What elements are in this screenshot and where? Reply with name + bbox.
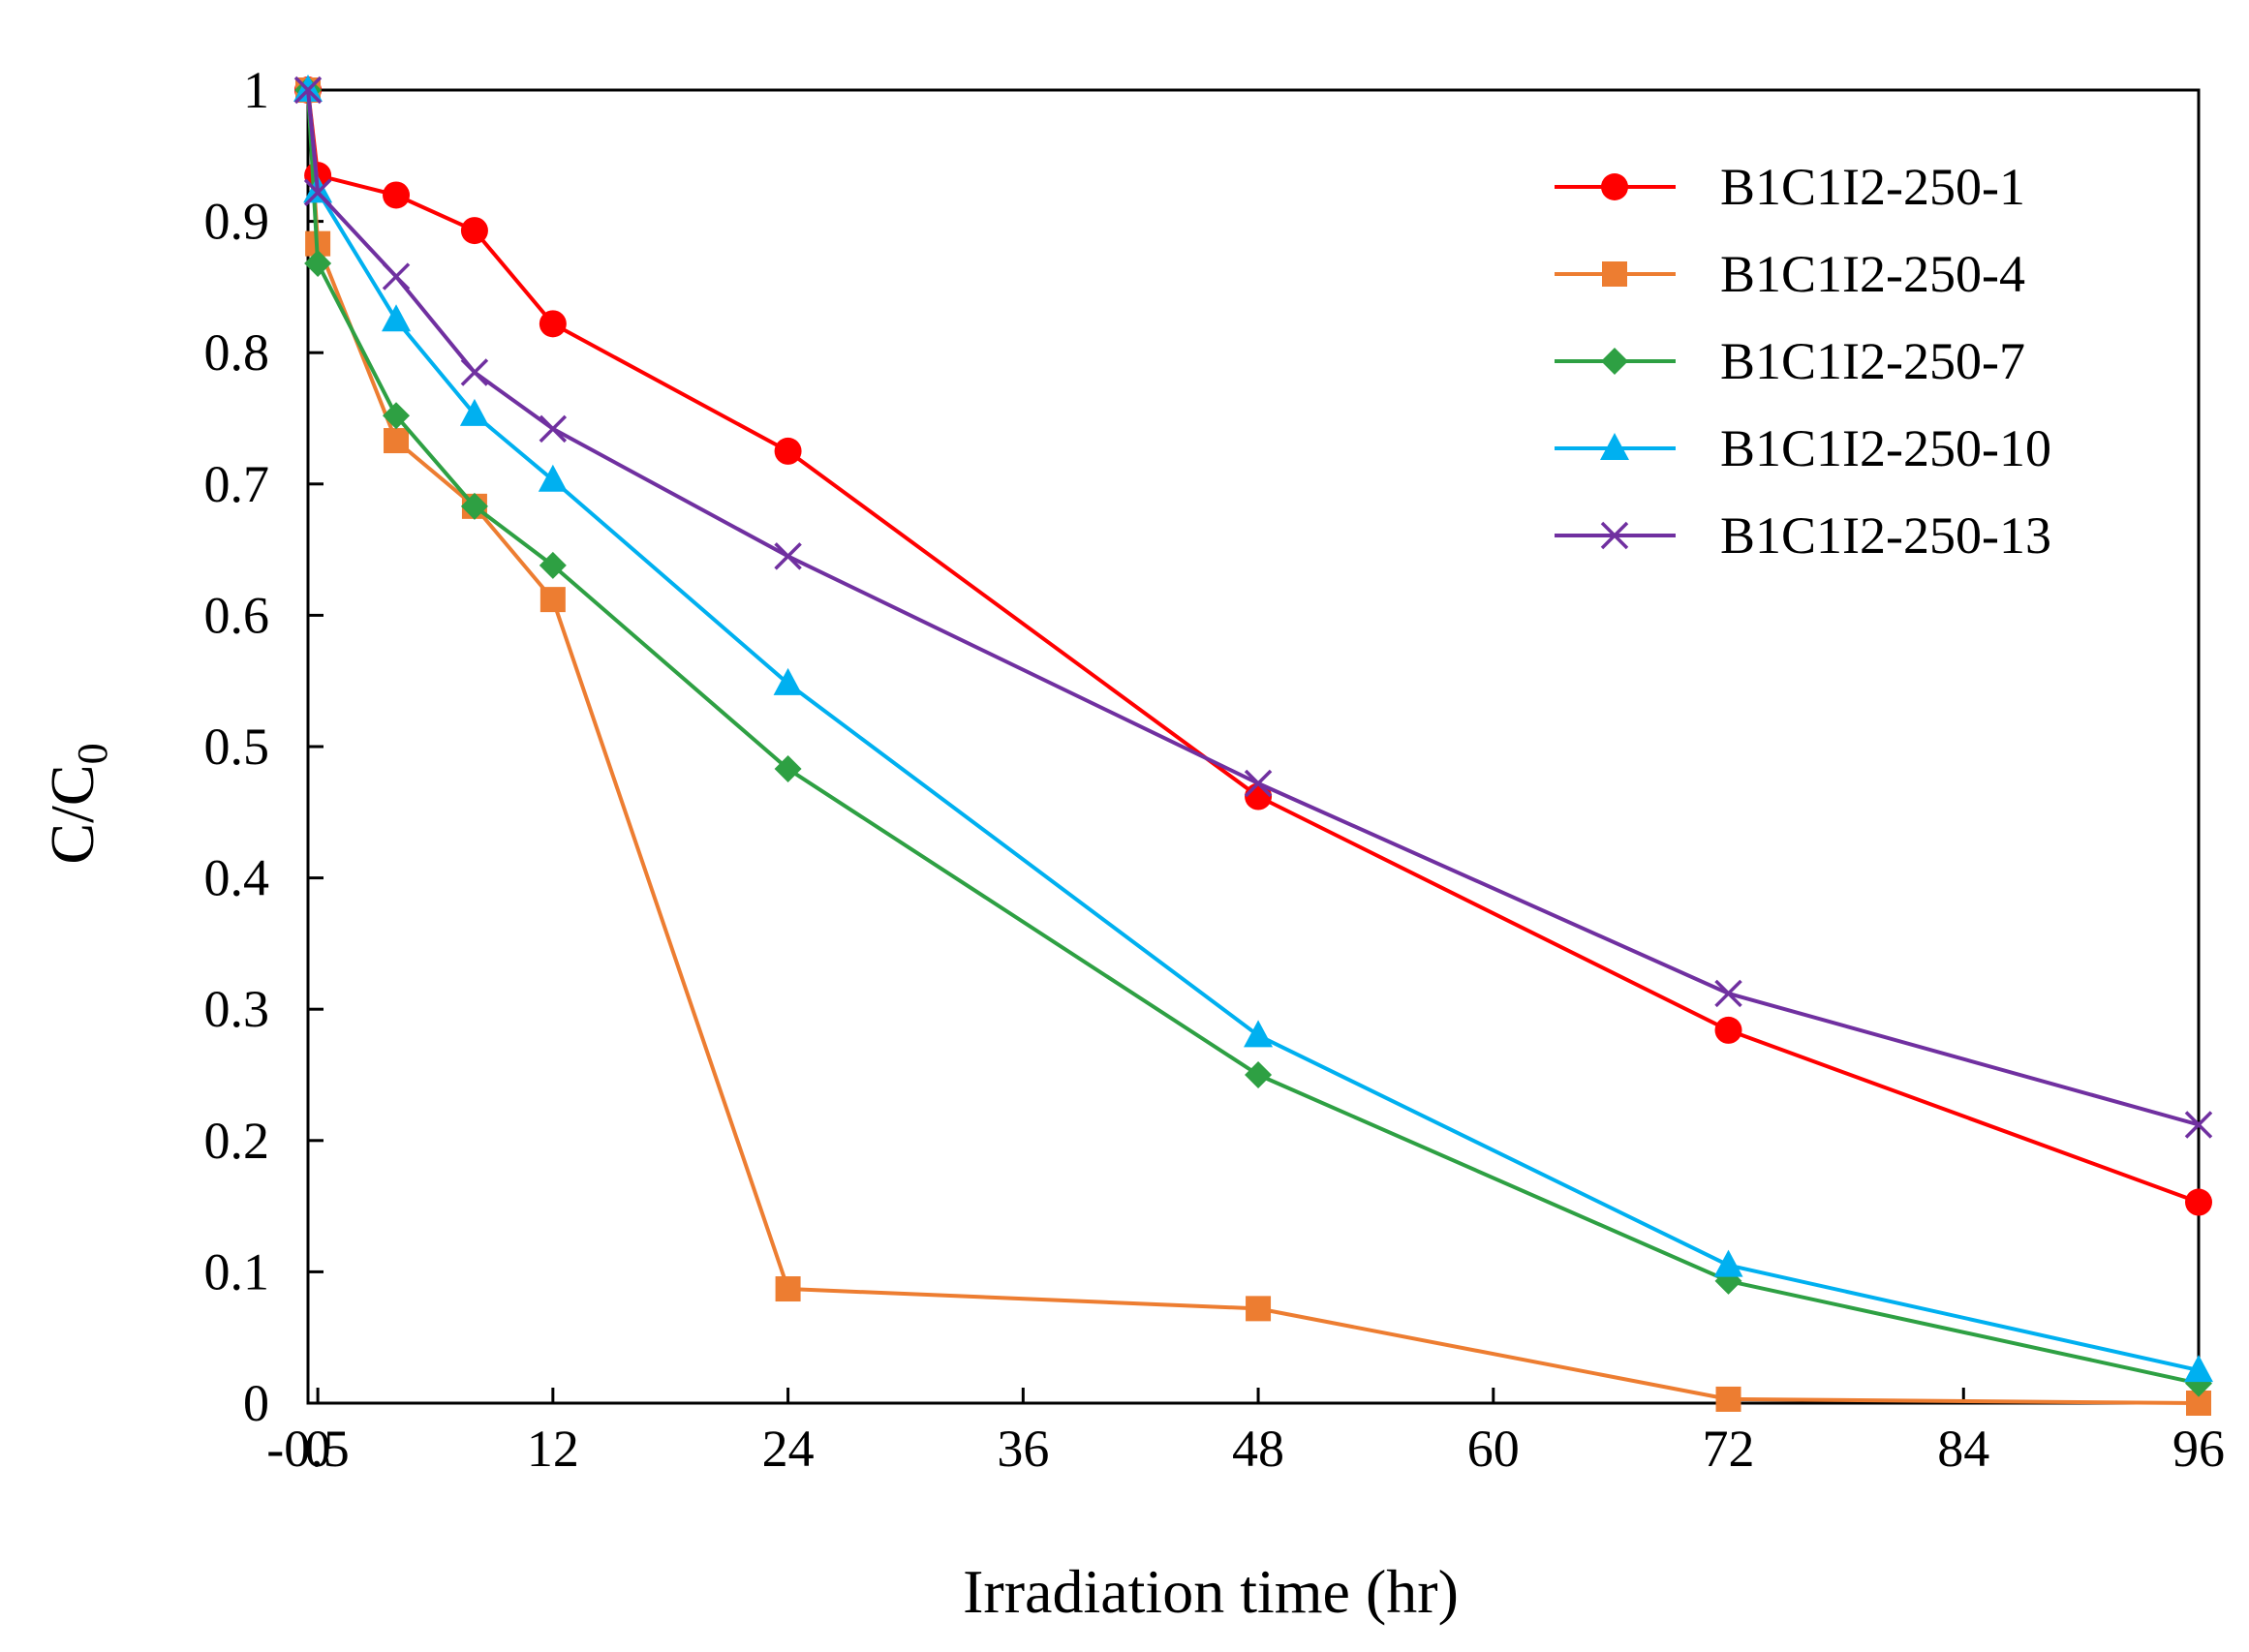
data-point	[1602, 261, 1627, 287]
data-point	[1600, 433, 1629, 460]
legend-item: B1C1I2-250-4	[1555, 245, 2025, 303]
y-tick-label: 0.2	[204, 1112, 270, 1170]
y-tick-label: 0.3	[204, 980, 270, 1038]
data-point	[1246, 1296, 1272, 1322]
data-point	[1713, 1249, 1743, 1277]
y-tick-label: 0.4	[204, 849, 270, 907]
x-tick-label: 96	[2172, 1420, 2225, 1478]
data-point	[538, 464, 568, 492]
series-B1C1I2-250-13	[293, 76, 2213, 1139]
data-point	[539, 551, 567, 579]
data-point	[459, 398, 489, 426]
data-point	[539, 414, 568, 444]
data-point	[460, 358, 489, 386]
data-point	[2184, 1355, 2213, 1383]
x-tick-label: 12	[527, 1420, 579, 1478]
y-axis: 0 0.1 0.2 0.3 0.4 0.5 0.6 0.7 0.8 0.9 1	[204, 61, 323, 1432]
data-point	[383, 181, 411, 209]
x-tick-label: 60	[1467, 1420, 1520, 1478]
data-point	[383, 402, 411, 430]
legend-item: B1C1I2-250-7	[1555, 332, 2025, 390]
data-point	[2184, 1111, 2213, 1139]
x-axis: -0.50 12 24 36 48 60 72 84 96	[266, 1388, 2225, 1478]
data-point	[539, 587, 566, 613]
data-point	[773, 667, 803, 695]
x-tick-label: -0.5	[266, 1420, 349, 1478]
data-point	[1244, 1020, 1274, 1048]
x-axis-title: Irradiation time (hr)	[963, 1557, 1459, 1626]
y-tick-label: 0.6	[204, 586, 270, 644]
y-tick-label: 1	[243, 61, 269, 119]
data-point	[1600, 521, 1629, 550]
data-point	[1714, 1016, 1742, 1044]
legend-label: B1C1I2-250-10	[1720, 419, 2051, 477]
y-tick-label: 0.8	[204, 323, 270, 382]
data-point	[539, 310, 567, 338]
data-point	[382, 304, 412, 332]
x-tick-label: 48	[1232, 1420, 1284, 1478]
y-axis-title-main: C/C	[38, 764, 107, 864]
y-axis-title: C/C0	[38, 743, 116, 864]
y-tick-label: 0.9	[204, 193, 270, 251]
data-point	[1715, 1386, 1741, 1412]
y-tick-label: 0.7	[204, 455, 270, 513]
y-axis-title-subscript: 0	[69, 743, 116, 764]
legend: B1C1I2-250-1 B1C1I2-250-4 B1C1I2-250-7 B1C1…	[1555, 158, 2051, 565]
y-tick-label: 0.1	[204, 1242, 270, 1300]
legend-item: B1C1I2-250-13	[1555, 506, 2051, 565]
data-point	[382, 262, 411, 291]
legend-label: B1C1I2-250-4	[1720, 245, 2025, 303]
y-tick-label: 0.5	[204, 718, 270, 776]
x-tick-label: 24	[762, 1420, 815, 1478]
data-point	[1714, 979, 1742, 1008]
x-tick-label: 36	[997, 1420, 1049, 1478]
legend-label: B1C1I2-250-13	[1720, 506, 2051, 565]
data-point	[1601, 348, 1628, 375]
data-point	[460, 492, 488, 520]
series-layer	[293, 75, 2213, 1416]
legend-label: B1C1I2-250-7	[1720, 332, 2025, 390]
legend-item: B1C1I2-250-1	[1555, 158, 2025, 216]
data-point	[774, 755, 802, 783]
data-point	[1244, 769, 1273, 798]
y-tick-label: 0	[243, 1374, 269, 1432]
data-point	[774, 437, 802, 465]
x-tick-label: 84	[1937, 1420, 1989, 1478]
data-point	[775, 1276, 801, 1302]
data-point	[460, 217, 488, 245]
data-point	[2185, 1188, 2212, 1216]
data-point	[293, 76, 323, 105]
data-point	[1601, 173, 1628, 200]
x-tick-label: 72	[1703, 1420, 1755, 1478]
legend-label: B1C1I2-250-1	[1720, 158, 2025, 216]
x-tick-label: 0	[305, 1420, 331, 1478]
data-point	[774, 542, 802, 570]
data-point	[303, 178, 332, 207]
data-point	[304, 249, 332, 277]
data-point	[1245, 1061, 1273, 1088]
data-point	[384, 428, 410, 454]
legend-item: B1C1I2-250-10	[1555, 419, 2051, 477]
